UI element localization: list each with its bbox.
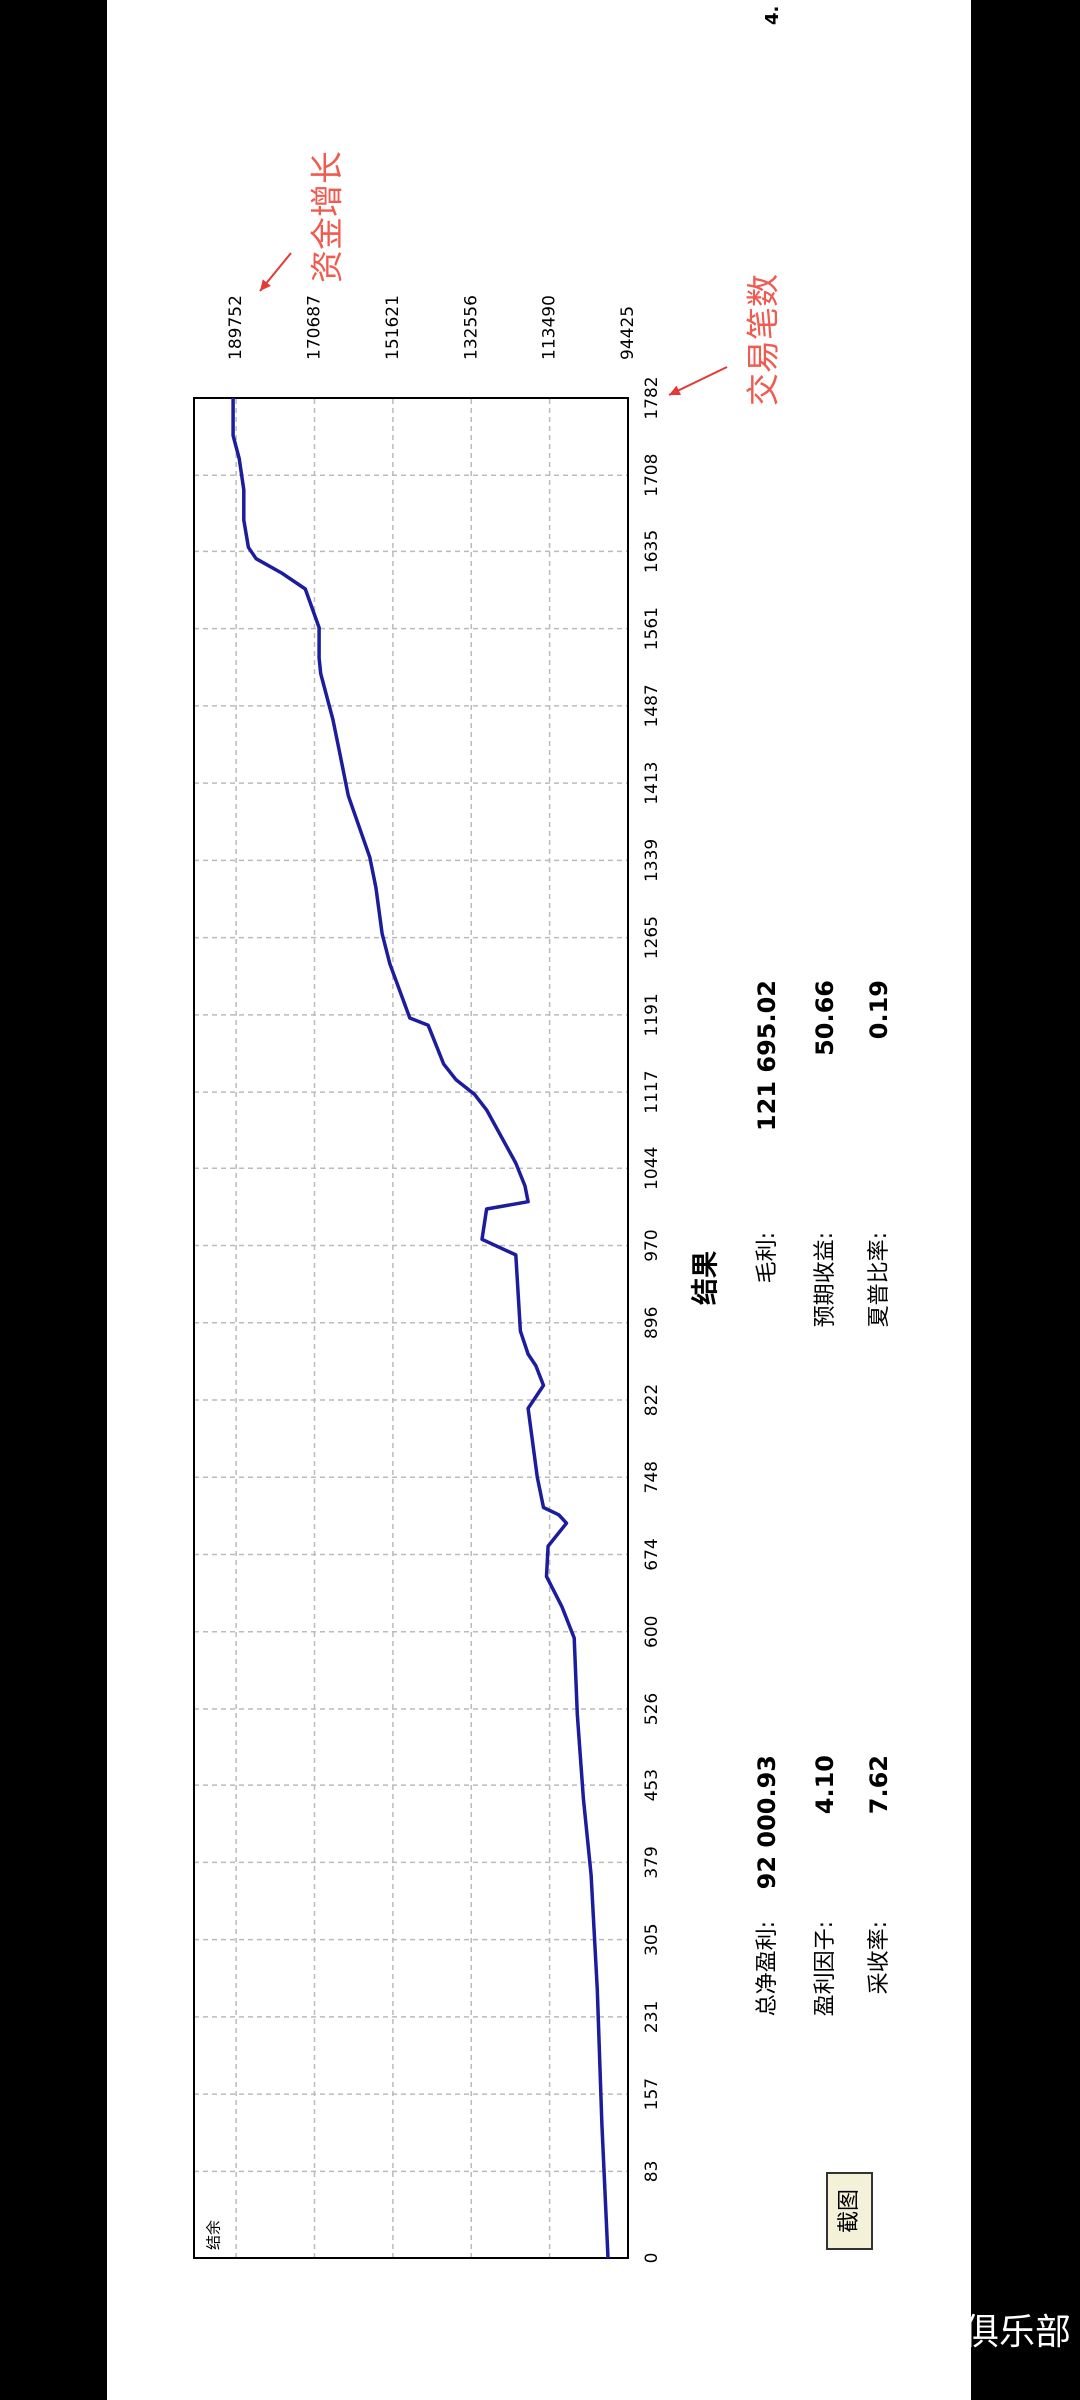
x-tick-label: 1191 (642, 993, 662, 1036)
arrow-head (260, 279, 271, 291)
result-label: 夏普比率: (867, 1232, 892, 1327)
report-page (107, 0, 971, 2400)
y-tick-label: 151621 (383, 295, 403, 360)
x-tick-label: 1339 (642, 839, 662, 882)
result-label: 毛利: (755, 1232, 780, 1283)
left-band (0, 0, 107, 2400)
corner-text: 4. (762, 6, 783, 25)
arrow-head (669, 385, 681, 395)
result-value: 4.10 (811, 1755, 839, 1814)
annotation: 资金增长 (308, 151, 347, 283)
x-tick-label: 600 (642, 1616, 662, 1648)
x-tick-label: 526 (642, 1693, 662, 1725)
result-value: 92 000.93 (753, 1755, 781, 1889)
right-band (971, 0, 1080, 2400)
plot-border (193, 397, 629, 2259)
x-tick-label: 1044 (642, 1147, 662, 1190)
x-tick-label: 822 (642, 1384, 662, 1416)
balance-line (231, 398, 610, 2259)
result-label: 预期收益: (813, 1232, 838, 1327)
x-tick-label: 305 (642, 1923, 662, 1955)
x-tick-label: 231 (642, 2001, 662, 2033)
annotation: 交易笔数 (744, 274, 783, 406)
result-label: 盈利因子: (813, 1921, 838, 2016)
y-axis-label: 结余 (205, 2220, 223, 2250)
x-tick-label: 1487 (642, 684, 662, 727)
x-tick-label: 1117 (642, 1070, 662, 1113)
x-tick-label: 0 (642, 2253, 662, 2264)
x-tick-label: 748 (642, 1461, 662, 1493)
result-label: 采收率: (867, 1921, 892, 1994)
x-tick-label: 674 (642, 1538, 662, 1570)
y-tick-label: 94425 (618, 306, 638, 360)
x-tick-label: 1265 (642, 916, 662, 959)
y-tick-label: 132556 (461, 295, 481, 360)
screenshot-button[interactable] (826, 2172, 873, 2250)
screenshot-button-label[interactable]: 截图 (837, 2189, 862, 2233)
y-tick-label: 170687 (305, 295, 325, 360)
rotated-report: 0 83 157 231 305 379 453 526 600 674 748 822 896 970 1… (193, 6, 893, 2264)
result-value: 121 695.02 (753, 980, 781, 1131)
x-tick-label: 896 (642, 1307, 662, 1339)
result-label: 总净盈利: (755, 1921, 780, 2016)
x-tick-label: 1635 (642, 530, 662, 573)
watermark: @智能交易俱乐部 (783, 2312, 1071, 2353)
x-tick-label: 83 (642, 2161, 662, 2183)
x-tick-label: 1413 (642, 762, 662, 805)
x-tick-label: 1708 (642, 454, 662, 497)
x-tick-label: 1782 (642, 376, 662, 419)
x-tick-label: 379 (642, 1846, 662, 1878)
result-value: 50.66 (811, 980, 839, 1056)
y-tick-label: 113490 (540, 295, 560, 360)
x-tick-label: 453 (642, 1769, 662, 1801)
y-tick-label: 189752 (226, 295, 246, 360)
results-title: 结果 (691, 1251, 722, 1305)
result-value: 0.19 (865, 980, 893, 1039)
result-value: 7.62 (865, 1755, 893, 1814)
x-tick-label: 1561 (642, 607, 662, 650)
x-tick-label: 157 (642, 2078, 662, 2110)
x-tick-label: 970 (642, 1229, 662, 1261)
